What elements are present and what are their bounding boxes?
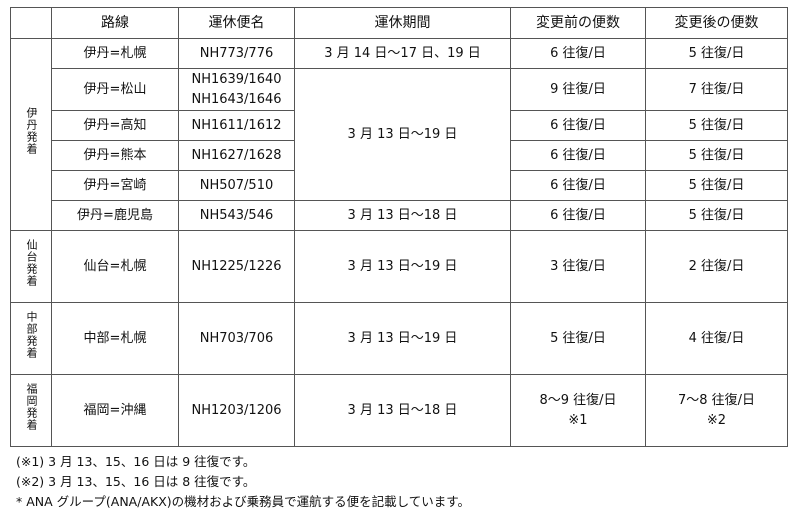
table-row: 伊丹=松山 NH1639/1640 NH1643/1646 3 月 13 日～19… — [11, 68, 788, 201]
header-row: 路線 運休便名 運休期間 変更前の便数 変更後の便数 — [10, 7, 788, 39]
flights: NH1627/1628 — [178, 140, 295, 171]
footnotes: (※1) 3 月 13、15、16 日は 9 往復です。 (※2) 3 月 13… — [16, 452, 470, 512]
period: 3 月 13 日～18 日 — [294, 374, 511, 447]
before: 6 往復/日 — [510, 38, 646, 69]
route: 伊丹=宮崎 — [51, 170, 179, 201]
before-value: 8～9 往復/日 — [539, 392, 617, 408]
flights-line: NH1639/1640 — [191, 71, 282, 87]
group-label: 中部発着 — [25, 311, 38, 359]
flights: NH1611/1612 — [178, 110, 295, 141]
group-sendai: 仙台発着 — [10, 230, 52, 303]
table-row: 伊丹=高知 NH1611/1612 6 往復/日 5 往復/日 — [11, 110, 788, 141]
header-blank — [10, 7, 52, 39]
route: 福岡=沖縄 — [51, 374, 179, 447]
footnote: * ANA グループ(ANA/AKX)の機材および乗務員で運航する便を記載してい… — [16, 494, 471, 509]
after: 7 往復/日 — [645, 68, 788, 111]
flight-suspension-table: 路線 運休便名 運休期間 変更前の便数 変更後の便数 伊丹発着 伊丹=札幌 NH… — [10, 7, 788, 447]
group-fukuoka: 福岡発着 — [10, 374, 52, 447]
flights: NH1225/1226 — [178, 230, 295, 303]
footnote: (※2) 3 月 13、15、16 日は 8 往復です。 — [16, 474, 256, 489]
header-route: 路線 — [51, 7, 179, 39]
flights: NH703/706 — [178, 302, 295, 375]
table-row: 伊丹=宮崎 NH507/510 6 往復/日 5 往復/日 — [11, 170, 788, 201]
after: 2 往復/日 — [645, 230, 788, 303]
route: 伊丹=熊本 — [51, 140, 179, 171]
route: 伊丹=鹿児島 — [51, 200, 179, 231]
after: 5 往復/日 — [645, 38, 788, 69]
table-row: 伊丹発着 伊丹=札幌 NH773/776 3 月 14 日～17 日、19 日 … — [10, 38, 788, 231]
before: 8～9 往復/日 ※1 — [510, 374, 646, 447]
period: 3 月 13 日～19 日 — [294, 68, 511, 201]
flights: NH1639/1640 NH1643/1646 — [178, 68, 295, 111]
table-row: 仙台発着 仙台=札幌 NH1225/1226 3 月 13 日～19 日 3 往… — [10, 230, 788, 303]
table-row: 中部発着 中部=札幌 NH703/706 3 月 13 日～19 日 5 往復/… — [10, 302, 788, 375]
after: 7～8 往復/日 ※2 — [645, 374, 788, 447]
after-value: 7～8 往復/日 — [677, 392, 756, 408]
before-note: ※1 — [568, 412, 588, 428]
before: 3 往復/日 — [510, 230, 646, 303]
footnote: (※1) 3 月 13、15、16 日は 9 往復です。 — [16, 454, 256, 469]
table-row: 伊丹=熊本 NH1627/1628 6 往復/日 5 往復/日 — [11, 140, 788, 171]
header-flights: 運休便名 — [178, 7, 295, 39]
route: 中部=札幌 — [51, 302, 179, 375]
group-label: 伊丹発着 — [25, 107, 38, 155]
before: 6 往復/日 — [510, 110, 646, 141]
route: 伊丹=高知 — [51, 110, 179, 141]
period: 3 月 14 日～17 日、19 日 — [294, 38, 511, 69]
flights: NH1203/1206 — [178, 374, 295, 447]
table-row: 伊丹=鹿児島 NH543/546 3 月 13 日～18 日 6 往復/日 5 … — [11, 200, 788, 231]
before: 6 往復/日 — [510, 200, 646, 231]
flights: NH507/510 — [178, 170, 295, 201]
route: 伊丹=札幌 — [51, 38, 179, 69]
after: 5 往復/日 — [645, 170, 788, 201]
before: 9 往復/日 — [510, 68, 646, 111]
before: 6 往復/日 — [510, 140, 646, 171]
after-note: ※2 — [706, 412, 727, 428]
route: 伊丹=松山 — [51, 68, 179, 111]
after: 5 往復/日 — [645, 110, 788, 141]
group-label: 仙台発着 — [25, 239, 38, 287]
table-row: 福岡発着 福岡=沖縄 NH1203/1206 3 月 13 日～18 日 8～9… — [10, 374, 788, 447]
flights-line: NH1643/1646 — [191, 91, 282, 107]
group-chubu: 中部発着 — [10, 302, 52, 375]
header-before: 変更前の便数 — [510, 7, 646, 39]
flights: NH543/546 — [178, 200, 295, 231]
route: 仙台=札幌 — [51, 230, 179, 303]
after: 5 往復/日 — [645, 200, 788, 231]
period: 3 月 13 日～18 日 — [294, 200, 511, 231]
after: 4 往復/日 — [645, 302, 788, 375]
header-period: 運休期間 — [294, 7, 511, 39]
header-after: 変更後の便数 — [645, 7, 788, 39]
before: 6 往復/日 — [510, 170, 646, 201]
group-label: 福岡発着 — [25, 383, 38, 431]
flights: NH773/776 — [178, 38, 295, 69]
period: 3 月 13 日～19 日 — [294, 302, 511, 375]
period: 3 月 13 日～19 日 — [294, 230, 511, 303]
group-itami: 伊丹発着 — [10, 38, 52, 231]
before: 5 往復/日 — [510, 302, 646, 375]
after: 5 往復/日 — [645, 140, 788, 171]
